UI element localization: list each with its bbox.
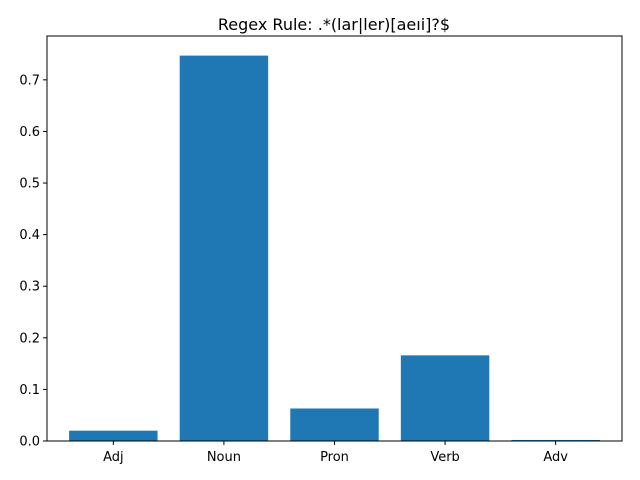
y-tick-label: 0.4 [19,228,40,243]
x-tick-label-noun: Noun [207,450,241,465]
chart-title: Regex Rule: .*(lar|ler)[aeıi]?$ [218,15,450,34]
y-axis: 0.0 0.1 0.2 0.3 0.4 0.5 0.6 0.7 [19,73,47,450]
y-tick-label: 0.5 [19,177,40,192]
x-tick-label-verb: Verb [430,450,459,465]
y-tick-label: 0.3 [19,280,40,295]
y-tick-label: 0.2 [19,331,40,346]
bar-adj [69,430,158,441]
plot-frame [46,35,623,442]
y-tick-label: 0.0 [19,435,40,450]
bar-pron [290,408,379,441]
x-axis: Adj Noun Pron Verb Adv [103,441,568,465]
x-tick-label-adj: Adj [103,450,124,465]
y-tick-label: 0.1 [19,383,40,398]
x-tick-label-pron: Pron [320,450,349,465]
bar-noun [179,55,269,441]
x-tick-label-adv: Adv [543,450,568,465]
bar-adv [511,439,600,441]
bar-verb [400,355,490,441]
y-tick-label: 0.7 [19,73,40,88]
bars-group [69,55,600,441]
y-tick-label: 0.6 [19,125,40,140]
